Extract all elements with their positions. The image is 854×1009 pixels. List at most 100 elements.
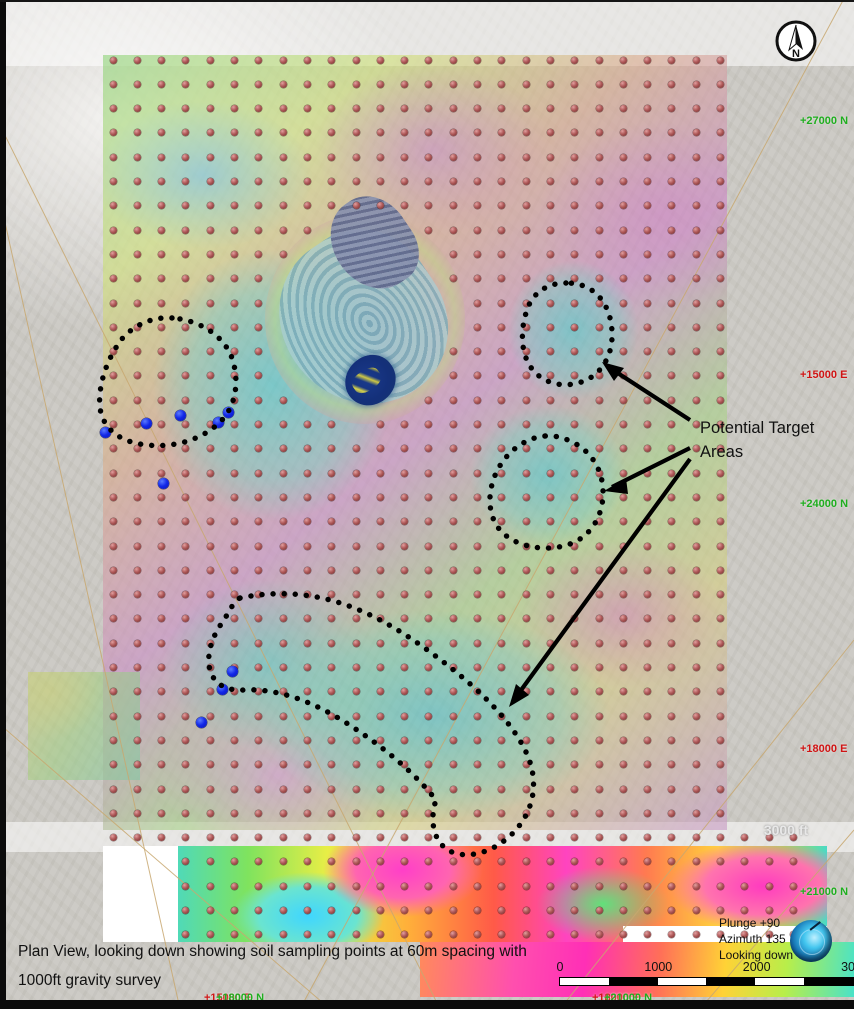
soil-sample-point — [619, 639, 627, 647]
soil-sample-point — [303, 493, 311, 501]
soil-sample-point — [644, 907, 652, 914]
soil-sample-point — [279, 785, 287, 793]
soil-sample-point — [328, 664, 336, 671]
soil-sample-point — [571, 591, 579, 599]
soil-sample-point — [668, 250, 676, 258]
soil-sample-point — [352, 202, 360, 210]
soil-sample-point — [182, 56, 190, 64]
soil-sample-point — [595, 834, 603, 842]
soil-sample-point — [571, 421, 579, 428]
coordinate-label-northing: +24000 N — [800, 498, 849, 510]
soil-sample-point — [619, 469, 627, 477]
soil-sample-point — [644, 785, 652, 793]
soil-sample-point — [546, 250, 554, 258]
soil-sample-point — [595, 469, 603, 477]
soil-sample-point — [668, 299, 676, 307]
soil-sample-point — [692, 664, 700, 671]
soil-sample-point — [571, 882, 579, 890]
soil-sample-point — [182, 493, 190, 501]
soil-sample-point — [158, 566, 166, 574]
soil-sample-point — [644, 421, 652, 428]
soil-sample-point — [692, 445, 700, 453]
soil-sample-point — [449, 129, 457, 137]
soil-sample-point — [644, 202, 652, 210]
soil-sample-point — [789, 907, 797, 914]
soil-sample-point — [231, 736, 238, 744]
soil-sample-point — [182, 469, 190, 477]
soil-sample-point — [474, 931, 481, 939]
soil-sample-point — [668, 275, 676, 283]
target-label-line1: Potential Target — [700, 419, 815, 437]
soil-sample-point — [644, 834, 652, 842]
soil-sample-point — [692, 907, 700, 914]
soil-sample-point — [474, 639, 481, 647]
soil-sample-point — [255, 275, 263, 283]
soil-sample-point — [522, 493, 530, 501]
soil-sample-point — [206, 639, 214, 647]
soil-sample-point — [109, 469, 117, 477]
coordinate-label-easting: +18000 E — [800, 743, 848, 755]
soil-sample-point — [255, 518, 263, 526]
soil-sample-point — [109, 688, 117, 696]
soil-sample-point — [182, 80, 190, 88]
soil-sample-point — [279, 396, 287, 404]
soil-sample-point — [279, 542, 287, 550]
soil-sample-point — [595, 348, 603, 356]
soil-sample-point — [133, 493, 141, 501]
soil-sample-point — [619, 615, 627, 623]
soil-sample-point — [255, 834, 263, 842]
soil-sample-point — [449, 858, 457, 866]
anomalous-sample-point — [99, 426, 111, 438]
soil-sample-point — [474, 226, 481, 234]
soil-sample-point — [498, 858, 506, 866]
soil-sample-point — [158, 202, 166, 210]
soil-sample-point — [595, 445, 603, 453]
soil-sample-point — [474, 785, 481, 793]
soil-sample-point — [474, 809, 481, 817]
soil-sample-point — [206, 542, 214, 550]
soil-sample-point — [133, 712, 141, 720]
soil-sample-point — [279, 761, 287, 769]
soil-sample-point — [522, 275, 530, 283]
soil-sample-point — [717, 153, 724, 161]
soil-sample-point — [668, 736, 676, 744]
soil-sample-point — [158, 421, 166, 428]
soil-sample-point — [206, 688, 214, 696]
soil-sample-point — [182, 518, 190, 526]
soil-sample-point — [376, 882, 384, 890]
soil-sample-point — [474, 129, 481, 137]
soil-sample-point — [231, 712, 238, 720]
soil-sample-point — [328, 80, 336, 88]
soil-sample-point — [352, 785, 360, 793]
soil-sample-point — [352, 56, 360, 64]
soil-sample-point — [644, 153, 652, 161]
soil-sample-point — [158, 250, 166, 258]
soil-sample-point — [206, 931, 214, 939]
soil-sample-point — [546, 323, 554, 331]
soil-sample-point — [644, 858, 652, 866]
soil-sample-point — [522, 323, 530, 331]
plunge-value: Plunge +90 — [719, 916, 781, 930]
soil-sample-point — [595, 299, 603, 307]
soil-sample-point — [133, 615, 141, 623]
soil-sample-point — [231, 834, 238, 842]
soil-sample-point — [717, 931, 724, 939]
soil-sample-point — [546, 226, 554, 234]
soil-sample-point — [182, 858, 190, 866]
soil-sample-point — [571, 858, 579, 866]
soil-sample-point — [255, 372, 263, 380]
soil-sample-point — [692, 372, 700, 380]
soil-sample-point — [668, 907, 676, 914]
soil-sample-point — [279, 202, 287, 210]
soil-sample-point — [279, 591, 287, 599]
soil-sample-point — [717, 469, 724, 477]
soil-sample-point — [619, 882, 627, 890]
soil-sample-point — [255, 56, 263, 64]
soil-sample-point — [303, 542, 311, 550]
soil-sample-point — [717, 907, 724, 914]
soil-sample-point — [717, 323, 724, 331]
soil-sample-point — [328, 566, 336, 574]
soil-sample-point — [352, 712, 360, 720]
scale-bar-segment — [706, 978, 756, 985]
soil-sample-point — [401, 566, 409, 574]
